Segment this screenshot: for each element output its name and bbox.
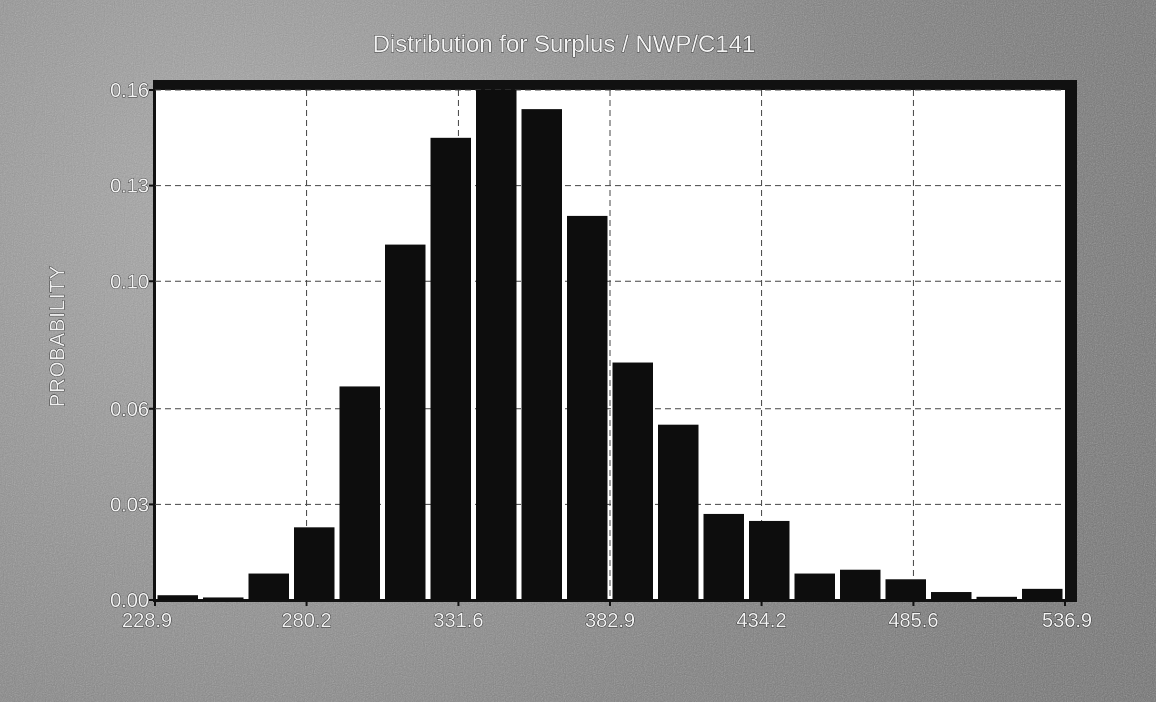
histogram-bar [749, 520, 790, 600]
histogram-bar [703, 513, 744, 600]
histogram-bar [294, 527, 335, 600]
y-axis-label: PROBABILITY [47, 265, 69, 407]
histogram-bar [794, 573, 835, 600]
y-axis-ticks: 0.00 0.03 0.06 0.10 0.13 0.16 [110, 80, 155, 612]
histogram-bar [612, 362, 653, 600]
chart-title: Distribution for Surplus / NWP/C141 [373, 31, 756, 58]
x-axis-ticks: 228.9 280.2 331.6 382.9 434.2 485.6 536.9 [122, 600, 1092, 632]
histogram-bar [430, 137, 471, 600]
y-tick-label: 0.00 [110, 590, 149, 612]
x-tick-label: 280.2 [282, 610, 332, 632]
grid-lines [155, 89, 1065, 600]
histogram-bar [931, 592, 972, 600]
y-tick-label: 0.06 [110, 399, 149, 421]
histogram-bar [157, 595, 198, 600]
histogram-bar [339, 386, 380, 600]
x-tick-label: 434.2 [737, 610, 787, 632]
histogram-bar [840, 569, 881, 600]
x-tick-label: 331.6 [433, 610, 483, 632]
histogram-bar [521, 109, 562, 600]
histogram-bar [1022, 588, 1063, 600]
y-tick-label: 0.10 [110, 271, 149, 293]
histogram-bar [203, 597, 244, 600]
histogram-bar [976, 596, 1017, 600]
y-tick-label: 0.13 [110, 176, 149, 198]
bar-series [157, 90, 1063, 600]
histogram-bar [476, 90, 517, 600]
y-tick-label: 0.03 [110, 494, 149, 516]
histogram-bar [658, 424, 699, 600]
x-tick-label: 485.6 [888, 610, 938, 632]
histogram-bar [885, 579, 926, 600]
x-tick-label: 536.9 [1042, 610, 1092, 632]
histogram-bar [567, 215, 608, 600]
y-tick-label: 0.16 [110, 80, 149, 102]
x-tick-label: 382.9 [585, 610, 635, 632]
x-tick-label: 228.9 [122, 610, 172, 632]
histogram-bar [385, 244, 426, 600]
histogram-bar [248, 573, 289, 600]
